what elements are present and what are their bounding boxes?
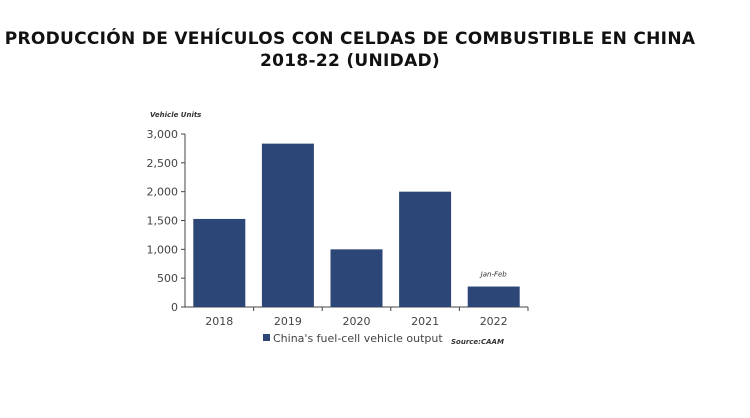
x-tick-label: 2021 — [411, 315, 439, 328]
y-tick-label: 0 — [171, 301, 178, 314]
chart-title: Producción de vehículos con celdas de co… — [4, 29, 696, 71]
x-tick-label: 2022 — [480, 315, 508, 328]
bar-2019 — [261, 143, 314, 307]
bar-2018 — [193, 218, 246, 307]
legend-label: China's fuel-cell vehicle output — [273, 332, 443, 345]
y-tick-label: 1,000 — [147, 243, 179, 256]
y-tick-label: 3,000 — [147, 128, 179, 141]
x-tick-label: 2018 — [205, 315, 233, 328]
bar-2022 — [467, 286, 520, 307]
y-tick-label: 1,500 — [147, 215, 179, 228]
x-tick-label: 2019 — [274, 315, 302, 328]
annotation-2022: Jan-Feb — [479, 271, 508, 279]
bar-2020 — [330, 249, 383, 307]
legend-swatch — [263, 334, 270, 341]
source-note: Source:CAAM — [451, 338, 504, 346]
bar-2021 — [399, 191, 452, 307]
y-axis-label: Vehicle Units — [150, 111, 201, 119]
y-tick-label: 500 — [157, 272, 178, 285]
y-tick-label: 2,000 — [147, 186, 179, 199]
y-tick-label: 2,500 — [147, 157, 179, 170]
x-tick-label: 2020 — [343, 315, 371, 328]
